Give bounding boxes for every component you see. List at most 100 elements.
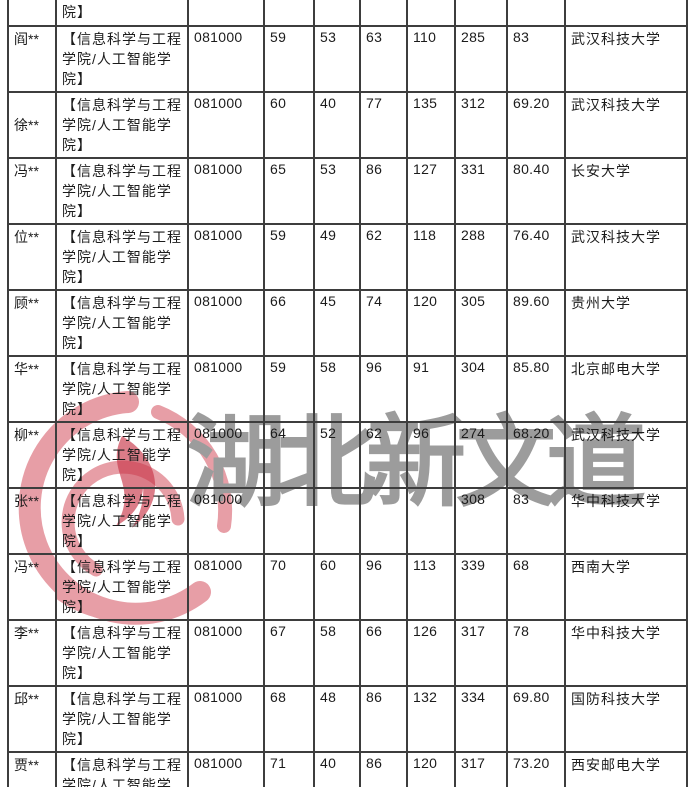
score-table: 院】 阎** 【信息科学与工程学院/人工智能学院】 081000 59 53 63 110 28… [7, 0, 688, 787]
cell-score3: 86 [359, 751, 408, 787]
cell-total: 339 [454, 553, 508, 621]
cell-score4 [406, 487, 456, 555]
cell-name: 冯** [7, 157, 57, 225]
cell-score3: 66 [359, 619, 408, 687]
cell-score3 [359, 0, 408, 27]
cell-university: 武汉科技大学 [564, 91, 688, 159]
cell-score3: 77 [359, 91, 408, 159]
cell-score3 [359, 487, 408, 555]
cell-score2 [313, 487, 361, 555]
cell-total: 312 [454, 91, 508, 159]
cell-final_score: 68.20 [506, 421, 566, 489]
cell-score1: 68 [263, 685, 315, 753]
cell-total: 288 [454, 223, 508, 291]
cell-score3: 74 [359, 289, 408, 357]
cell-department: 【信息科学与工程学院/人工智能学院】 [55, 553, 189, 621]
table-row: 柳** 【信息科学与工程学院/人工智能学院】 081000 64 52 62 96 274 68… [7, 421, 688, 489]
cell-total: 331 [454, 157, 508, 225]
cell-final_score: 83 [506, 487, 566, 555]
cell-major_code: 081000 [187, 91, 265, 159]
cell-university: 武汉科技大学 [564, 25, 688, 93]
cell-score4: 118 [406, 223, 456, 291]
cell-score3: 86 [359, 685, 408, 753]
cell-department: 【信息科学与工程学院/人工智能学院】 [55, 289, 189, 357]
table-row: 院】 [7, 0, 688, 27]
cell-total: 285 [454, 25, 508, 93]
cell-final_score: 73.20 [506, 751, 566, 787]
cell-score1 [263, 487, 315, 555]
cell-final_score: 89.60 [506, 289, 566, 357]
cell-university: 武汉科技大学 [564, 223, 688, 291]
table-row: 邱** 【信息科学与工程学院/人工智能学院】 081000 68 48 86 132 334 6… [7, 685, 688, 753]
cell-final_score [506, 0, 566, 27]
cell-major_code: 081000 [187, 223, 265, 291]
cell-name: 张** [7, 487, 57, 555]
table-row: 冯** 【信息科学与工程学院/人工智能学院】 081000 70 60 96 113 339 6… [7, 553, 688, 621]
cell-score1: 64 [263, 421, 315, 489]
cell-score4: 126 [406, 619, 456, 687]
cell-score2: 60 [313, 553, 361, 621]
cell-final_score: 85.80 [506, 355, 566, 423]
cell-department: 【信息科学与工程学院/人工智能学院】 [55, 487, 189, 555]
cell-university: 贵州大学 [564, 289, 688, 357]
cell-university [564, 0, 688, 27]
cell-university: 华中科技大学 [564, 487, 688, 555]
cell-university: 武汉科技大学 [564, 421, 688, 489]
cell-name: 柳** [7, 421, 57, 489]
cell-score2: 53 [313, 157, 361, 225]
cell-name: 阎** [7, 25, 57, 93]
cell-university: 西南大学 [564, 553, 688, 621]
cell-score1: 67 [263, 619, 315, 687]
cell-total: 317 [454, 751, 508, 787]
cell-score1: 60 [263, 91, 315, 159]
cell-score3: 63 [359, 25, 408, 93]
cell-score2: 40 [313, 751, 361, 787]
cell-total: 334 [454, 685, 508, 753]
cell-major_code: 081000 [187, 685, 265, 753]
cell-department: 【信息科学与工程学院/人工智能学院】 [55, 619, 189, 687]
cell-major_code: 081000 [187, 25, 265, 93]
cell-major_code: 081000 [187, 619, 265, 687]
cell-major_code [187, 0, 265, 27]
cell-university: 西安邮电大学 [564, 751, 688, 787]
cell-score2 [313, 0, 361, 27]
cell-score1: 71 [263, 751, 315, 787]
cell-total: 308 [454, 487, 508, 555]
table-body: 院】 阎** 【信息科学与工程学院/人工智能学院】 081000 59 53 63 110 28… [7, 0, 688, 787]
cell-major_code: 081000 [187, 289, 265, 357]
cell-score4: 132 [406, 685, 456, 753]
cell-major_code: 081000 [187, 421, 265, 489]
cell-total: 305 [454, 289, 508, 357]
cell-name: 邱** [7, 685, 57, 753]
cell-score3: 62 [359, 223, 408, 291]
cell-score4: 120 [406, 289, 456, 357]
cell-score1: 59 [263, 25, 315, 93]
cell-score3: 96 [359, 553, 408, 621]
table-row: 阎** 【信息科学与工程学院/人工智能学院】 081000 59 53 63 110 285 8… [7, 25, 688, 93]
cell-total: 304 [454, 355, 508, 423]
cell-name [7, 0, 57, 27]
cell-final_score: 83 [506, 25, 566, 93]
cell-department: 【信息科学与工程学院/人工智能学院】 [55, 157, 189, 225]
cell-score3: 62 [359, 421, 408, 489]
cell-major_code: 081000 [187, 487, 265, 555]
cell-final_score: 76.40 [506, 223, 566, 291]
cell-score2: 52 [313, 421, 361, 489]
cell-department: 【信息科学与工程学院/人工智能学院】 [55, 685, 189, 753]
cell-university: 长安大学 [564, 157, 688, 225]
cell-score4: 91 [406, 355, 456, 423]
cell-score4: 120 [406, 751, 456, 787]
cell-score3: 96 [359, 355, 408, 423]
cell-major_code: 081000 [187, 355, 265, 423]
cell-score2: 49 [313, 223, 361, 291]
table-row: 华** 【信息科学与工程学院/人工智能学院】 081000 59 58 96 91 304 85… [7, 355, 688, 423]
cell-score2: 45 [313, 289, 361, 357]
cell-score2: 40 [313, 91, 361, 159]
cell-department: 【信息科学与工程学院/人工智能学院】 [55, 421, 189, 489]
cell-department: 【信息科学与工程学院/人工智能学院】 [55, 25, 189, 93]
table-row: 位** 【信息科学与工程学院/人工智能学院】 081000 59 49 62 118 288 7… [7, 223, 688, 291]
cell-total: 274 [454, 421, 508, 489]
cell-final_score: 69.20 [506, 91, 566, 159]
table-row: 徐** 【信息科学与工程学院/人工智能学院】 081000 60 40 77 135 312 6… [7, 91, 688, 159]
cell-university: 国防科技大学 [564, 685, 688, 753]
